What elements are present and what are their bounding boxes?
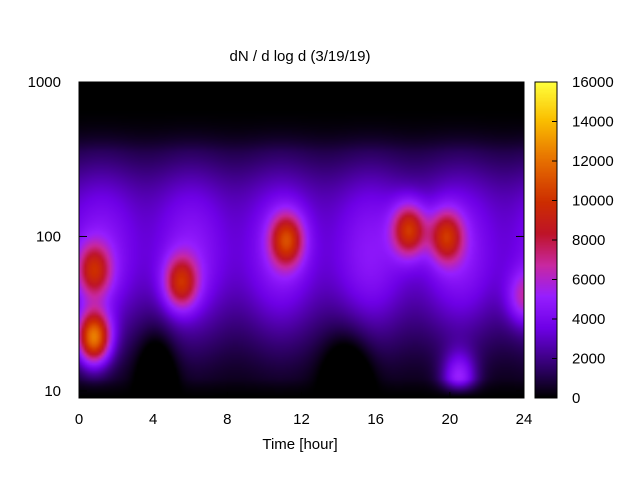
y-tick-label: 1000 (28, 74, 61, 91)
x-tick-label: 0 (75, 411, 83, 428)
colorbar: 0 2000 4000 6000 8000 10000 12000 14000 16000 (534, 74, 614, 407)
y-tick-label: 100 (36, 228, 61, 245)
y-tick-label: 10 (44, 383, 61, 400)
x-tick-label: 12 (293, 411, 310, 428)
x-tick-label: 4 (149, 411, 157, 428)
colorbar-gradient (535, 82, 557, 398)
colorbar-tick-label: 8000 (572, 232, 605, 249)
heatmap-image (79, 82, 524, 398)
plot-area (78, 81, 525, 399)
colorbar-tick-label: 12000 (572, 153, 614, 170)
colorbar-tick-label: 0 (572, 390, 580, 407)
colorbar-tick-label: 10000 (572, 193, 614, 210)
x-tick-label: 16 (367, 411, 384, 428)
x-axis: 0 4 8 12 16 20 24 (75, 82, 533, 428)
colorbar-tick-label: 2000 (572, 351, 605, 368)
colorbar-tick-label: 6000 (572, 272, 605, 289)
colorbar-ticks: 0 2000 4000 6000 8000 10000 12000 14000 16000 (552, 74, 614, 407)
chart-title: dN / d log d (3/19/19) (230, 48, 371, 65)
colorbar-tick-label: 4000 (572, 311, 605, 328)
x-axis-label: Time [hour] (262, 436, 337, 453)
colorbar-tick-label: 16000 (572, 74, 614, 91)
colorbar-tick-label: 14000 (572, 114, 614, 131)
x-tick-label: 20 (441, 411, 458, 428)
y-axis: 10 100 1000 (28, 74, 524, 400)
x-tick-label: 8 (223, 411, 231, 428)
x-tick-label: 24 (516, 411, 533, 428)
